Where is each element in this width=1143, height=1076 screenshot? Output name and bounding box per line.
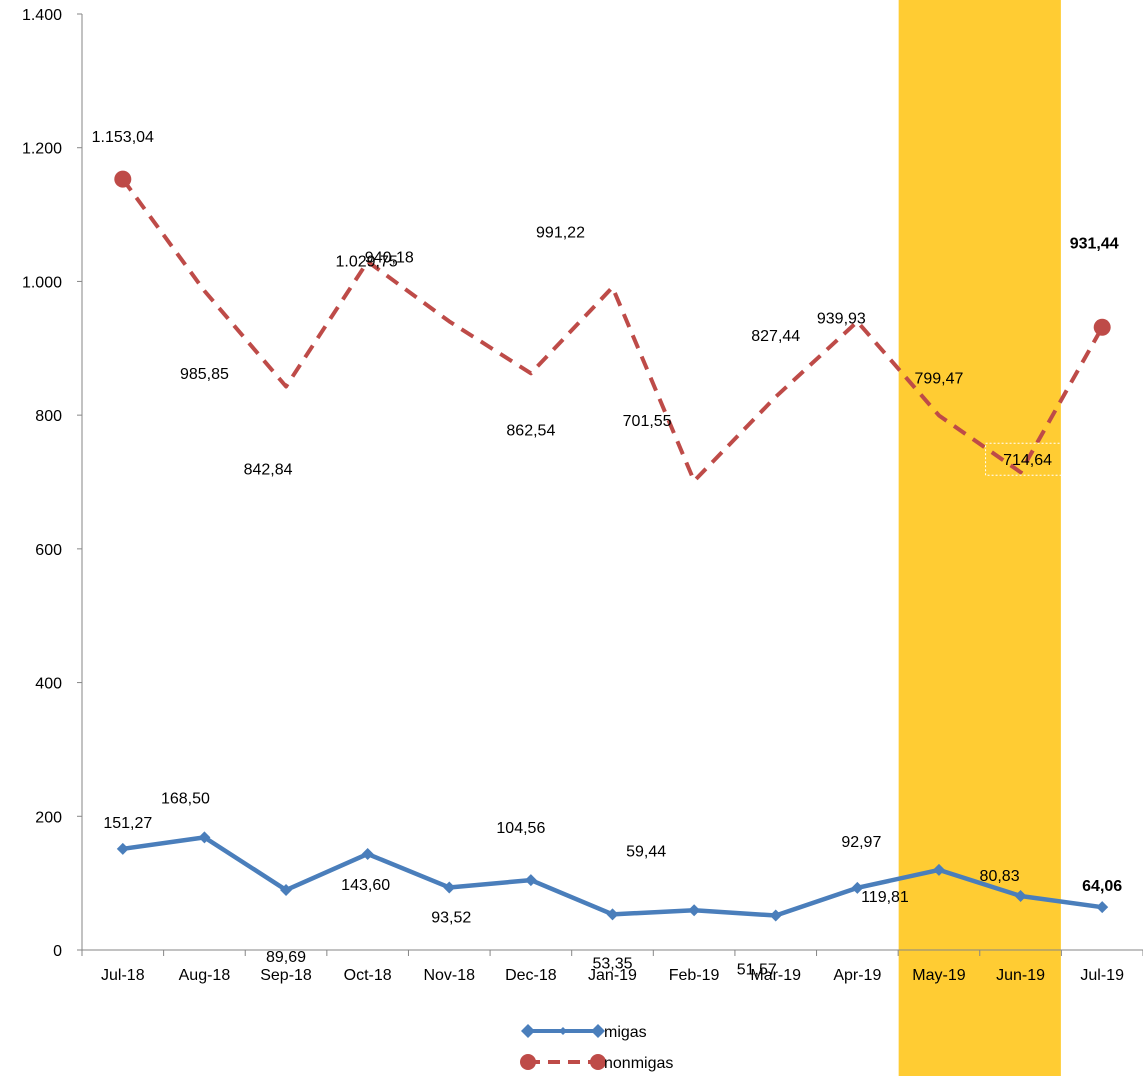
nonmigas-legend-marker bbox=[590, 1054, 606, 1070]
highlight-band bbox=[898, 0, 1061, 1076]
y-tick-label: 1.200 bbox=[22, 141, 62, 158]
y-tick-label: 800 bbox=[35, 408, 62, 425]
label-selection-box bbox=[985, 442, 1071, 476]
y-tick-label: 1.400 bbox=[22, 7, 62, 24]
nonmigas-line bbox=[121, 177, 1104, 483]
migas-point bbox=[606, 908, 619, 921]
migas-point bbox=[116, 842, 129, 855]
nonmigas-legend-label: nonmigas bbox=[604, 1055, 673, 1072]
x-tick-label: Dec-18 bbox=[505, 967, 557, 984]
x-tick-label: Mar-19 bbox=[750, 967, 801, 984]
migas-data-label: 89,69 bbox=[266, 949, 306, 966]
nonmigas-data-label: 714,64 bbox=[1003, 452, 1052, 469]
x-tick-label: Apr-19 bbox=[833, 967, 881, 984]
y-tick-label: 600 bbox=[35, 542, 62, 559]
migas-data-label: 104,56 bbox=[496, 820, 545, 837]
nonmigas-data-label: 931,44 bbox=[1070, 235, 1119, 252]
migas-point bbox=[198, 831, 211, 844]
x-tick-label: Nov-18 bbox=[423, 967, 475, 984]
migas-legend-marker bbox=[521, 1024, 535, 1038]
migas-data-label: 64,06 bbox=[1082, 878, 1122, 895]
migas-point bbox=[524, 874, 537, 887]
x-tick-label: Jul-19 bbox=[1080, 967, 1124, 984]
nonmigas-point bbox=[114, 170, 132, 188]
x-tick-label: Sep-18 bbox=[260, 967, 312, 984]
y-tick-label: 200 bbox=[35, 809, 62, 826]
migas-point bbox=[361, 847, 374, 860]
migas-point bbox=[1014, 889, 1027, 902]
migas-point bbox=[280, 884, 293, 897]
migas-data-label: 168,50 bbox=[161, 790, 210, 807]
nonmigas-data-label: 827,44 bbox=[751, 328, 800, 345]
y-tick-label: 400 bbox=[35, 676, 62, 693]
y-tick-label: 1.000 bbox=[22, 274, 62, 291]
x-tick-label: Aug-18 bbox=[179, 967, 231, 984]
x-tick-label: Jan-19 bbox=[588, 967, 637, 984]
nonmigas-data-label: 940,18 bbox=[365, 249, 414, 266]
migas-point bbox=[1096, 901, 1109, 914]
migas-data-label: 119,81 bbox=[861, 889, 909, 906]
migas-legend-marker bbox=[559, 1027, 567, 1035]
migas-data-label: 92,97 bbox=[841, 834, 881, 851]
migas-data-label: 151,27 bbox=[103, 815, 152, 832]
migas-data-label: 53,35 bbox=[592, 955, 632, 972]
migas-point bbox=[932, 863, 945, 876]
nonmigas-data-label: 862,54 bbox=[506, 422, 555, 439]
nonmigas-data-label: 701,55 bbox=[623, 413, 672, 430]
nonmigas-data-label: 799,47 bbox=[914, 370, 963, 387]
nonmigas-data-label: 985,85 bbox=[180, 366, 229, 383]
x-tick-label: Feb-19 bbox=[669, 967, 720, 984]
x-tick-label: Jul-18 bbox=[101, 967, 145, 984]
migas-data-label: 80,83 bbox=[980, 868, 1020, 885]
migas-point bbox=[769, 909, 782, 922]
migas-legend-marker bbox=[591, 1024, 605, 1038]
migas-point bbox=[443, 881, 456, 894]
migas-point bbox=[688, 904, 701, 917]
nonmigas-legend-marker bbox=[520, 1054, 536, 1070]
nonmigas-point bbox=[1093, 318, 1111, 336]
migas-data-label: 59,44 bbox=[626, 843, 666, 860]
migas-data-label: 143,60 bbox=[341, 877, 390, 894]
migas-data-label: 51,57 bbox=[737, 962, 777, 979]
nonmigas-data-label: 842,84 bbox=[244, 462, 293, 479]
x-tick-label: Oct-18 bbox=[344, 967, 392, 984]
x-tick-label: Jun-19 bbox=[996, 967, 1045, 984]
nonmigas-data-label: 939,93 bbox=[817, 311, 866, 328]
migas-data-label: 93,52 bbox=[431, 909, 471, 926]
migas-legend-label: migas bbox=[604, 1024, 647, 1041]
x-tick-label: May-19 bbox=[912, 967, 965, 984]
nonmigas-data-label: 1.029,75 bbox=[336, 254, 398, 271]
nonmigas-data-label: 1.153,04 bbox=[92, 129, 154, 146]
migas-point bbox=[851, 881, 864, 894]
nonmigas-data-label: 991,22 bbox=[536, 224, 585, 241]
y-tick-label: 0 bbox=[53, 943, 62, 960]
